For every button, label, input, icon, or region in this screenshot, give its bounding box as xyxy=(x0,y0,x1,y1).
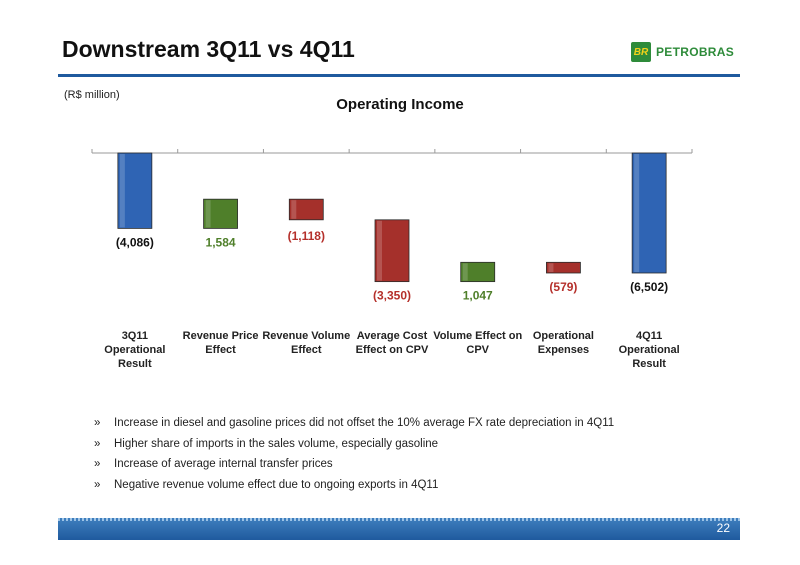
bar-highlight xyxy=(462,263,468,281)
chart-title: Operating Income xyxy=(336,96,464,113)
bullet-marker: » xyxy=(94,478,101,491)
bullet-item: » Increase in diesel and gasoline prices … xyxy=(94,417,614,438)
data-label: 1,047 xyxy=(463,289,493,303)
bar-highlight xyxy=(119,154,125,228)
br-logo-icon: BR xyxy=(631,42,651,62)
category-label: 4Q11 Operational Result xyxy=(619,330,680,370)
category-label: Operational Expenses xyxy=(533,330,594,356)
bullet-marker: » xyxy=(94,437,101,450)
bullet-item: » Increase of average internal transfer p… xyxy=(94,458,614,479)
bullet-text: Negative revenue volume effect due to on… xyxy=(114,478,439,491)
bar-5 xyxy=(546,261,581,274)
category-label: Revenue Price Effect xyxy=(183,330,259,356)
bar-highlight xyxy=(205,200,211,228)
category-label: Volume Effect on CPV xyxy=(433,330,522,356)
bullet-item: » Higher share of imports in the sales vo… xyxy=(94,438,614,459)
bullet-text: Increase of average internal transfer pr… xyxy=(114,458,333,470)
bar-4 xyxy=(460,261,496,283)
page-number: 22 xyxy=(716,521,730,535)
data-label: 1,584 xyxy=(206,235,236,249)
petrobras-logo: BR PETROBRAS xyxy=(631,41,734,63)
bar-2 xyxy=(288,198,324,221)
unit-label: (R$ million) xyxy=(64,89,120,101)
category-label: Average Cost Effect on CPV xyxy=(356,330,429,356)
bar-6 xyxy=(631,152,667,274)
bar-highlight xyxy=(377,220,382,281)
bar-0 xyxy=(117,152,153,229)
bullet-marker: » xyxy=(94,458,101,470)
data-label: (579) xyxy=(549,280,577,294)
title-rule xyxy=(58,74,740,77)
logo-text: PETROBRAS xyxy=(656,45,735,59)
category-label: 3Q11 Operational Result xyxy=(104,330,165,370)
footer-pattern xyxy=(58,518,740,521)
data-label: (1,118) xyxy=(288,229,325,243)
bullet-list: » Increase in diesel and gasoline prices … xyxy=(94,417,614,499)
footer-bar: 22 xyxy=(58,518,740,540)
data-label: (4,086) xyxy=(116,235,154,249)
bullet-text: Higher share of imports in the sales vol… xyxy=(114,437,439,450)
bar-highlight xyxy=(548,263,554,272)
bar-3 xyxy=(374,219,410,283)
bullet-text: Increase in diesel and gasoline prices d… xyxy=(114,417,615,429)
bar-highlight xyxy=(634,154,640,272)
bullet-marker: » xyxy=(94,417,101,429)
bullet-item: » Negative revenue volume effect due to o… xyxy=(94,479,614,500)
page-title: Downstream 3Q11 vs 4Q11 xyxy=(62,36,355,62)
data-label: (3,350) xyxy=(373,289,411,303)
category-label: Revenue Volume Effect xyxy=(262,330,350,356)
bar-1 xyxy=(203,198,238,229)
data-label: (6,502) xyxy=(630,280,668,294)
bar-highlight xyxy=(291,200,297,219)
waterfall-chart: (4,086) 3Q11 Operational Result 1,584 Revenue… xyxy=(91,149,693,370)
